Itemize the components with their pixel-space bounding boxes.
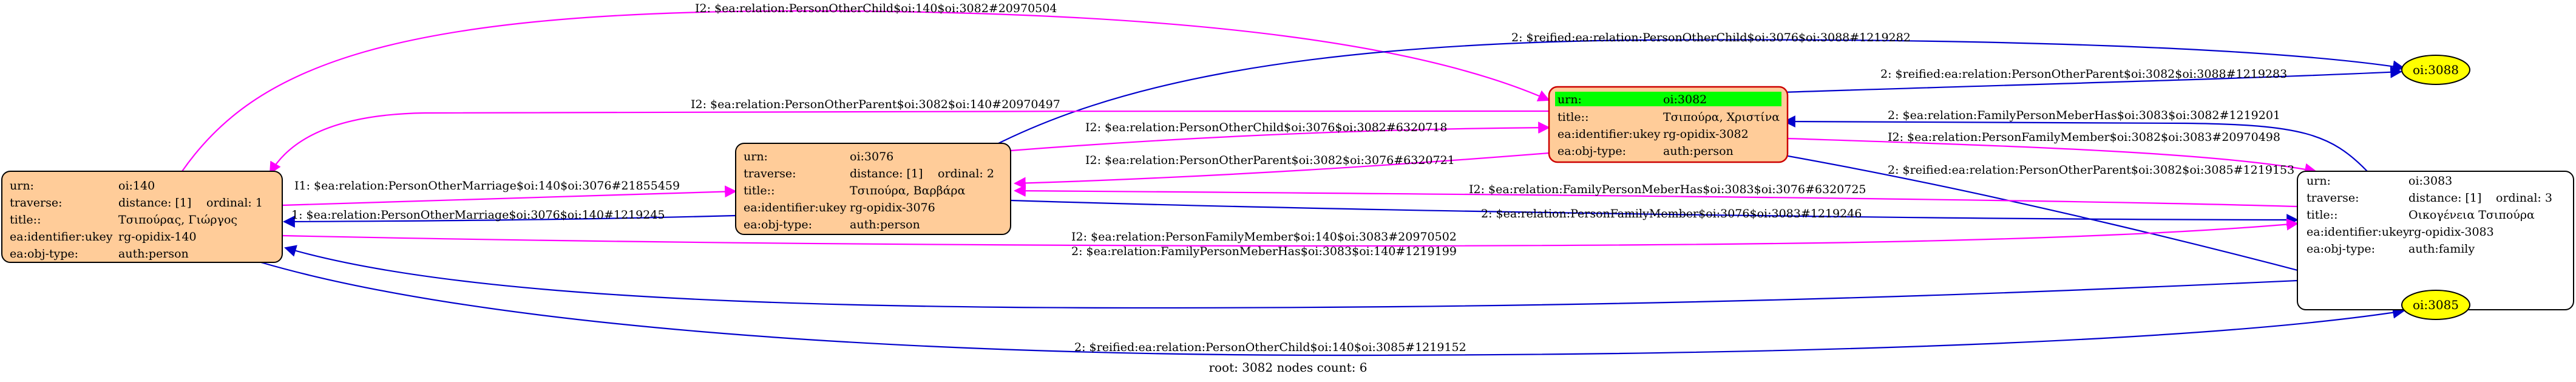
edge-e3 — [1781, 66, 2402, 94]
node-oi-3076[interactable]: urn: oi:3076 traverse: distance: [1] ord… — [735, 143, 1011, 235]
node-3076-key-3: ea:identifier:ukey — [744, 201, 847, 214]
edge-e13 — [1010, 199, 2299, 226]
edge-e10 — [282, 185, 737, 206]
node-3082-val-2: rg-opidix-3082 — [1663, 128, 1749, 141]
node-3083-key-2: title:: — [2307, 208, 2337, 222]
node-3076-val-2: Τσιπούρα, Βαρβάρα — [850, 184, 966, 197]
edge-e11 — [1014, 185, 2298, 208]
node-3082-key-2: ea:identifier:ukey — [1557, 128, 1661, 141]
edge-label-e6: 2: $ea:relation:FamilyPersonMeberHas$oi:… — [1888, 109, 2280, 122]
edge-e4 — [269, 110, 1550, 174]
node-3082-key-1: title:: — [1557, 111, 1588, 124]
node-3076-key-0: urn: — [744, 150, 768, 163]
edge-label-e13: 2: $ea:relation:PersonFamilyMember$oi:30… — [1481, 207, 1862, 220]
node-140-key-0: urn: — [10, 179, 34, 193]
edge-label-e15: 2: $ea:relation:FamilyPersonMeberHas$oi:… — [1071, 245, 1457, 258]
node-3076-val-4: auth:person — [850, 218, 920, 231]
node-3082-val-0: oi:3082 — [1663, 93, 1707, 106]
node-140-key-4: ea:obj-type: — [10, 247, 78, 261]
node-140-val-1: distance: [1] — [118, 196, 191, 210]
edge-label-e10: I1: $ea:relation:PersonOtherMarriage$oi:… — [294, 179, 680, 193]
edge-label-e2: 2: $reified:ea:relation:PersonOtherChild… — [1511, 31, 1911, 44]
node-3083-val-2: Οικογένεια Τσιπούρα — [2408, 208, 2535, 222]
node-3076-key-2: title:: — [744, 184, 774, 197]
edge-e6 — [1783, 115, 2368, 172]
edge-label-e3: 2: $reified:ea:relation:PersonOtherParen… — [1880, 67, 2287, 81]
node-3083-extra-1: ordinal: 3 — [2496, 191, 2552, 205]
edge-e2 — [998, 39, 2405, 144]
node-oi-3083[interactable]: urn: oi:3083 traverse: distance: [1] ord… — [2297, 171, 2574, 310]
node-140-extra-1: ordinal: 1 — [206, 196, 263, 210]
edge-label-e8: I2: $ea:relation:PersonOtherParent$oi:30… — [1085, 154, 1455, 167]
node-3076-val-3: rg-opidix-3076 — [850, 201, 935, 214]
node-3083-key-0: urn: — [2307, 174, 2331, 188]
node-oi-140[interactable]: urn: oi:140 traverse: distance: [1] ordi… — [1, 171, 283, 263]
edge-e5 — [1010, 121, 1550, 152]
edge-label-e7: I2: $ea:relation:PersonFamilyMember$oi:3… — [1888, 131, 2280, 144]
node-140-val-4: auth:person — [118, 247, 189, 261]
node-3082-key-3: ea:obj-type: — [1557, 145, 1626, 158]
edge-e8 — [1014, 152, 1550, 189]
node-3083-key-1: traverse: — [2307, 191, 2359, 205]
edge-label-e16: 2: $reified:ea:relation:PersonOtherChild… — [1074, 341, 1466, 354]
node-3088-label: oi:3088 — [2413, 63, 2459, 77]
node-oi-3088[interactable]: oi:3088 — [2401, 55, 2470, 85]
node-3076-val-0: oi:3076 — [850, 150, 893, 163]
edge-label-e4: I2: $ea:relation:PersonOtherParent$oi:30… — [691, 98, 1060, 111]
node-3082-key-0: urn: — [1557, 93, 1582, 106]
edge-label-e11: I2: $ea:relation:FamilyPersonMeberHas$oi… — [1469, 183, 1866, 196]
node-3076-extra-1: ordinal: 2 — [938, 167, 994, 180]
edge-label-e14: I2: $ea:relation:PersonFamilyMember$oi:1… — [1071, 230, 1457, 244]
node-140-key-3: ea:identifier:ukey — [10, 230, 113, 244]
node-3082-val-1: Τσιπούρα, Χριστίνα — [1663, 111, 1780, 124]
node-3076-key-1: traverse: — [744, 167, 796, 180]
edge-e16 — [260, 261, 2405, 356]
root-highlight-bar — [1555, 92, 1781, 106]
edge-e1 — [181, 10, 1550, 172]
node-140-key-1: traverse: — [10, 196, 63, 210]
node-3083-val-4: auth:family — [2408, 242, 2475, 256]
edge-e15 — [284, 245, 2298, 309]
node-3085-label: oi:3085 — [2413, 298, 2459, 312]
edge-e14 — [282, 218, 2299, 247]
node-140-val-2: Τσιπούρας, Γιώργος — [118, 213, 237, 227]
edge-label-e1: I2: $ea:relation:PersonOtherChild$oi:140… — [695, 2, 1057, 15]
node-3076-val-1: distance: [1] — [850, 167, 923, 180]
node-3083-val-3: rg-opidix-3083 — [2408, 225, 2494, 239]
node-oi-3085[interactable]: oi:3085 — [2401, 290, 2470, 320]
node-3083-val-0: oi:3083 — [2408, 174, 2452, 188]
node-3083-val-1: distance: [1] — [2408, 191, 2481, 205]
node-140-val-0: oi:140 — [118, 179, 155, 193]
edge-label-e9: 2: $reified:ea:relation:PersonOtherParen… — [1888, 163, 2294, 177]
edge-label-e12: 1: $ea:relation:PersonOtherMarriage$oi:3… — [291, 208, 665, 222]
node-3082-val-3: auth:person — [1663, 145, 1734, 158]
node-3076-key-4: ea:obj-type: — [744, 218, 812, 231]
node-3083-key-3: ea:identifier:ukey — [2307, 225, 2410, 239]
graph-footer: root: 3082 nodes count: 6 — [1208, 360, 1367, 375]
node-140-val-3: rg-opidix-140 — [118, 230, 197, 244]
edge-e7 — [1787, 137, 2317, 176]
node-140-key-2: title:: — [10, 213, 41, 227]
node-3083-key-4: ea:obj-type: — [2307, 242, 2375, 256]
node-oi-3082-root[interactable]: urn: oi:3082 title:: Τσιπούρα, Χριστίνα … — [1548, 86, 1789, 163]
edge-label-e5: I2: $ea:relation:PersonOtherChild$oi:307… — [1085, 121, 1447, 134]
edge-e12 — [283, 214, 736, 228]
